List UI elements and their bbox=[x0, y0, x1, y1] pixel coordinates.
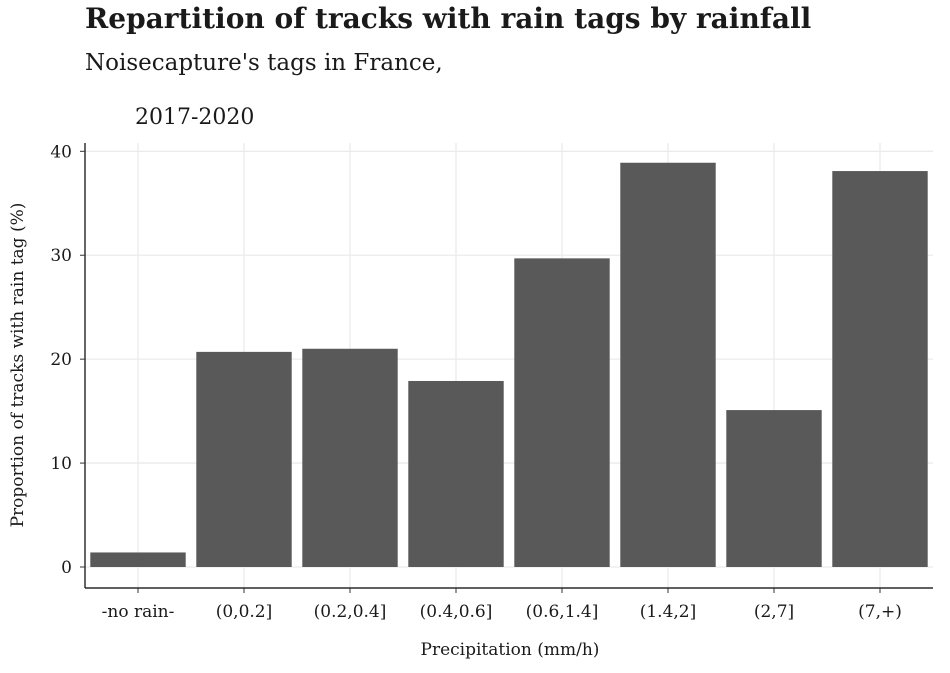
bar-7 bbox=[832, 171, 928, 567]
bar-0 bbox=[90, 552, 186, 567]
x-tick-label: -no rain- bbox=[102, 602, 175, 622]
y-tick-labels: 0 10 20 30 40 bbox=[50, 142, 72, 578]
bar-1 bbox=[196, 351, 292, 567]
y-axis-label: Proportion of tracks with rain tag (%) bbox=[8, 203, 28, 528]
bars bbox=[90, 162, 928, 567]
y-tick-label: 0 bbox=[61, 558, 72, 578]
chart-subtitle: Noisecapture's tags in France, bbox=[85, 50, 443, 76]
y-tick-label: 10 bbox=[50, 454, 72, 474]
x-tick-label: (0.4,0.6] bbox=[420, 602, 493, 622]
axes bbox=[80, 143, 933, 593]
y-tick-label: 30 bbox=[50, 246, 72, 266]
bar-3 bbox=[408, 380, 504, 567]
bar-5 bbox=[620, 162, 716, 567]
bar-4 bbox=[514, 258, 610, 567]
x-tick-labels: -no rain- (0,0.2] (0.2,0.4] (0.4,0.6] (0.6,1… bbox=[102, 602, 902, 622]
bar-6 bbox=[726, 410, 822, 567]
y-tick-label: 40 bbox=[50, 142, 72, 162]
x-tick-label: (1.4,2] bbox=[640, 602, 697, 622]
x-tick-label: (0.2,0.4] bbox=[314, 602, 387, 622]
chart-title: Repartition of tracks with rain tags by … bbox=[85, 2, 812, 35]
x-tick-label: (0,0.2] bbox=[216, 602, 273, 622]
x-tick-label: (0.6,1.4] bbox=[526, 602, 599, 622]
y-tick-label: 20 bbox=[50, 350, 72, 370]
x-axis-label: Precipitation (mm/h) bbox=[421, 640, 600, 660]
x-tick-label: (7,+) bbox=[858, 602, 902, 622]
x-tick-label: (2,7] bbox=[754, 602, 794, 622]
bar-2 bbox=[302, 348, 398, 567]
chart-subtitle-years: 2017-2020 bbox=[135, 105, 255, 130]
